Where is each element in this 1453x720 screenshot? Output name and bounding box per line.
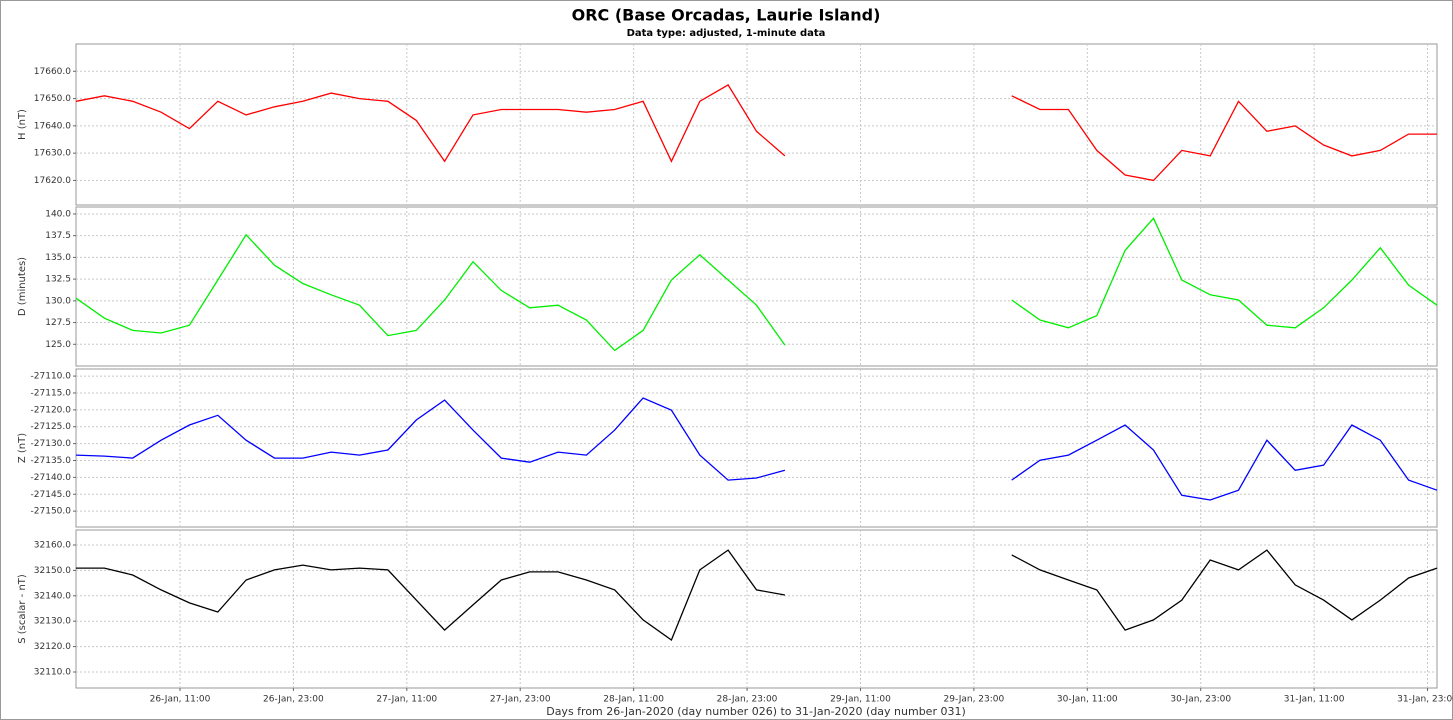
y-tick-label: 32150.0	[34, 566, 71, 576]
y-axis-title: H (nT)	[17, 109, 28, 140]
y-tick-label: 17620.0	[34, 176, 71, 186]
y-tick-label: -27140.0	[31, 473, 72, 483]
x-tick-label: 31-Jan, 23:00	[1397, 695, 1453, 705]
y-tick-label: 135.0	[45, 253, 71, 263]
x-tick-label: 29-Jan, 23:00	[944, 695, 1005, 705]
y-tick-label: 125.0	[45, 340, 71, 350]
y-tick-label: -27135.0	[31, 456, 72, 466]
y-tick-label: 132.5	[45, 275, 71, 285]
y-tick-label: 137.5	[45, 231, 71, 241]
y-axis-title: D (minutes)	[17, 257, 28, 316]
plot-area	[75, 368, 1438, 528]
x-tick-label: 26-Jan, 23:00	[263, 695, 324, 705]
y-tick-label: 130.0	[45, 296, 71, 306]
x-tick-label: 30-Jan, 23:00	[1170, 695, 1231, 705]
data-line	[75, 217, 1438, 352]
data-line	[75, 397, 1438, 501]
y-tick-label: -27110.0	[31, 372, 72, 382]
y-tick-label: -27130.0	[31, 439, 72, 449]
y-tick-label: -27115.0	[31, 388, 72, 398]
y-tick-label: -27150.0	[31, 507, 72, 517]
y-tick-label: 127.5	[45, 318, 71, 328]
plot-area	[75, 529, 1438, 689]
y-tick-label: 32120.0	[34, 642, 71, 652]
x-axis-title: Days from 26-Jan-2020 (day number 026) t…	[546, 705, 966, 718]
plot-area	[75, 206, 1438, 367]
x-tick-label: 27-Jan, 23:00	[490, 695, 551, 705]
y-tick-label: -27120.0	[31, 405, 72, 415]
y-tick-label: -27125.0	[31, 422, 72, 432]
y-tick-label: 32140.0	[34, 591, 71, 601]
y-tick-label: 17640.0	[34, 121, 71, 131]
x-tick-label: 28-Jan, 23:00	[717, 695, 778, 705]
x-tick-label: 26-Jan, 11:00	[150, 695, 211, 705]
x-tick-label: 30-Jan, 11:00	[1057, 695, 1118, 705]
x-tick-label: 31-Jan, 11:00	[1284, 695, 1345, 705]
y-tick-label: 32160.0	[34, 540, 71, 550]
chart-title: ORC (Base Orcadas, Laurie Island)	[572, 6, 881, 25]
y-tick-label: 32130.0	[34, 617, 71, 627]
x-tick-label: 29-Jan, 11:00	[830, 695, 891, 705]
x-tick-label: 27-Jan, 11:00	[376, 695, 437, 705]
y-tick-label: 17660.0	[34, 67, 71, 77]
x-tick-label: 28-Jan, 11:00	[603, 695, 664, 705]
y-tick-label: 32110.0	[34, 667, 71, 677]
y-tick-label: 17630.0	[34, 149, 71, 159]
y-tick-label: -27145.0	[31, 490, 72, 500]
data-line	[75, 84, 1437, 182]
y-axis-title: S (scalar - nT)	[17, 574, 28, 644]
data-line	[76, 549, 1438, 642]
chart-subtitle: Data type: adjusted, 1-minute data	[627, 28, 826, 39]
y-tick-label: 17650.0	[34, 94, 71, 104]
y-axis-title: Z (nT)	[17, 433, 28, 463]
y-tick-label: 140.0	[45, 209, 71, 219]
